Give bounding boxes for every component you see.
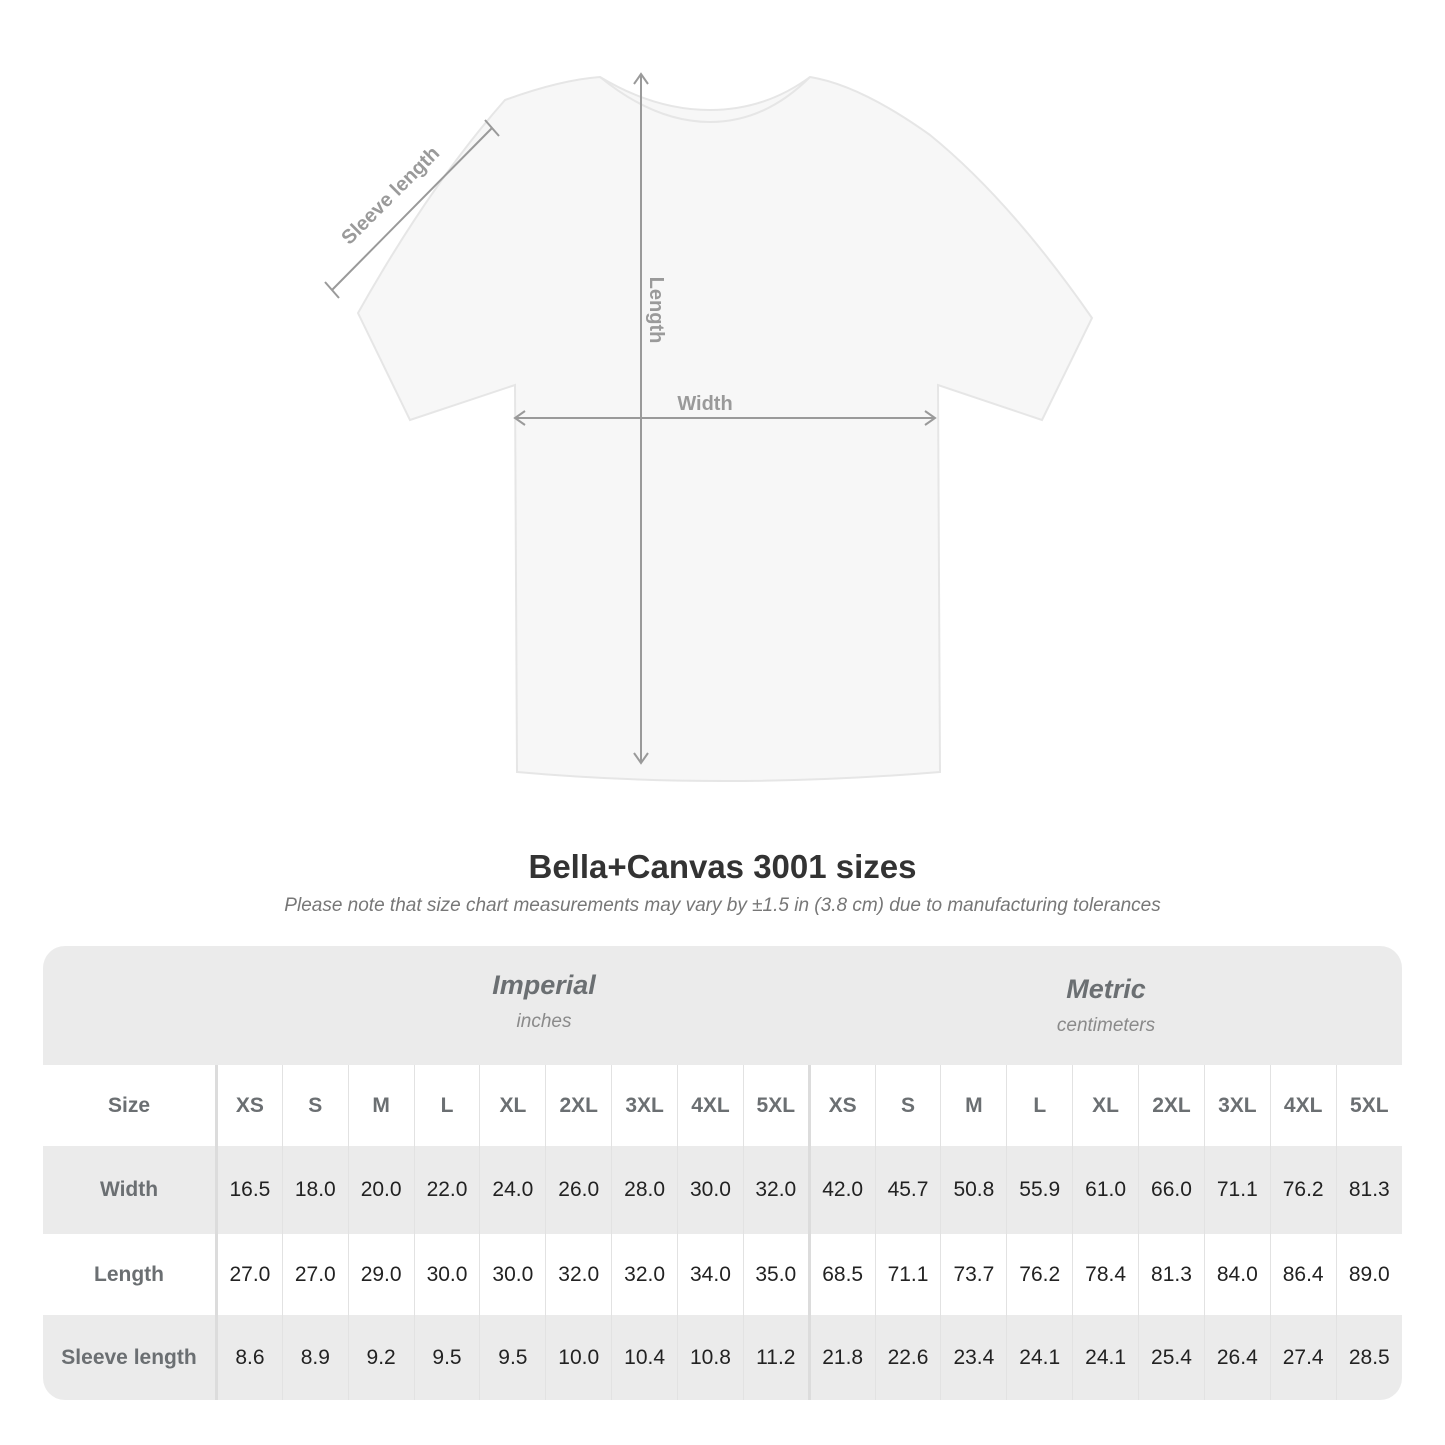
- imperial-size-header: 2XL: [545, 1065, 612, 1146]
- table-row: Width 16.5 18.0 20.0 22.0 24.0 26.0 28.0 30.0 32.…: [43, 1146, 1402, 1234]
- metric-value-cell: 23.4: [940, 1315, 1007, 1400]
- metric-value-cell: 81.3: [1138, 1234, 1205, 1315]
- imperial-value-cell: 30.0: [413, 1234, 480, 1315]
- imperial-value-cell: 29.0: [347, 1234, 415, 1315]
- size-table-panel: Imperial inches Metric centimeters Size X…: [43, 946, 1402, 1400]
- metric-value-cell: 76.2: [1269, 1146, 1337, 1234]
- metric-size-header: 3XL: [1203, 1065, 1271, 1146]
- metric-value-cell: 68.5: [807, 1234, 876, 1315]
- imperial-size-header: 3XL: [611, 1065, 678, 1146]
- size-header-row: Size XS S M L XL 2XL 3XL 4XL 5XL XS S M L XL 2XL 3XL 4XL 5…: [43, 1065, 1402, 1146]
- imperial-size-header: M: [347, 1065, 415, 1146]
- tshirt-diagram: Sleeve length Length Width: [324, 72, 1094, 782]
- tolerance-note: Please note that size chart measurements…: [284, 895, 1161, 916]
- metric-value-cell: 27.4: [1269, 1315, 1337, 1400]
- imperial-value-cell: 30.0: [479, 1234, 546, 1315]
- imperial-value-cell: 9.2: [347, 1315, 415, 1400]
- metric-value-cell: 42.0: [807, 1146, 876, 1234]
- imperial-size-header: 5XL: [742, 1065, 810, 1146]
- metric-value-cell: 25.4: [1138, 1315, 1205, 1400]
- imperial-value-cell: 27.0: [216, 1234, 283, 1315]
- imperial-size-header: S: [281, 1065, 349, 1146]
- imperial-size-header: XS: [216, 1065, 283, 1146]
- row-label: Length: [43, 1234, 218, 1315]
- imperial-value-cell: 26.0: [545, 1146, 612, 1234]
- metric-value-cell: 21.8: [807, 1315, 876, 1400]
- metric-size-header: L: [1006, 1065, 1073, 1146]
- imperial-value-cell: 9.5: [413, 1315, 480, 1400]
- metric-value-cell: 55.9: [1006, 1146, 1073, 1234]
- metric-value-cell: 89.0: [1335, 1234, 1402, 1315]
- table-row: Sleeve length 8.6 8.9 9.2 9.5 9.5 10.0 10.4 10.8…: [43, 1315, 1402, 1400]
- metric-size-header: M: [940, 1065, 1007, 1146]
- metric-value-cell: 26.4: [1203, 1315, 1271, 1400]
- chart-title: Bella+Canvas 3001 sizes: [528, 848, 917, 885]
- imperial-value-cell: 22.0: [413, 1146, 480, 1234]
- imperial-value-cell: 16.5: [216, 1146, 283, 1234]
- metric-value-cell: 86.4: [1269, 1234, 1337, 1315]
- imperial-value-cell: 18.0: [281, 1146, 349, 1234]
- imperial-value-cell: 8.9: [281, 1315, 349, 1400]
- metric-value-cell: 78.4: [1072, 1234, 1139, 1315]
- sleeve-measure-line: [331, 127, 493, 291]
- imperial-value-cell: 32.0: [742, 1146, 810, 1234]
- imperial-size-header: 4XL: [677, 1065, 744, 1146]
- metric-value-cell: 84.0: [1203, 1234, 1271, 1315]
- metric-value-cell: 81.3: [1335, 1146, 1402, 1234]
- table-row: Length 27.0 27.0 29.0 30.0 30.0 32.0 32.0 34.0 35…: [43, 1234, 1402, 1315]
- metric-value-cell: 24.1: [1072, 1315, 1139, 1400]
- width-label: Width: [677, 393, 732, 415]
- metric-value-cell: 28.5: [1335, 1315, 1402, 1400]
- size-table: Size XS S M L XL 2XL 3XL 4XL 5XL XS S M L XL 2XL 3XL 4XL 5…: [43, 1065, 1402, 1400]
- metric-value-cell: 61.0: [1072, 1146, 1139, 1234]
- metric-value-cell: 73.7: [940, 1234, 1007, 1315]
- imperial-value-cell: 32.0: [611, 1234, 678, 1315]
- metric-size-header: XL: [1072, 1065, 1139, 1146]
- row-label: Width: [43, 1146, 218, 1234]
- imperial-value-cell: 11.2: [742, 1315, 810, 1400]
- imperial-value-cell: 27.0: [281, 1234, 349, 1315]
- metric-value-cell: 45.7: [874, 1146, 941, 1234]
- length-label: Length: [645, 277, 667, 344]
- imperial-heading: Imperial: [492, 970, 596, 1000]
- size-label: Size: [43, 1065, 218, 1146]
- metric-header: Metric centimeters: [810, 974, 1402, 1037]
- metric-value-cell: 50.8: [940, 1146, 1007, 1234]
- metric-size-header: 5XL: [1335, 1065, 1402, 1146]
- metric-value-cell: 76.2: [1006, 1234, 1073, 1315]
- imperial-value-cell: 10.4: [611, 1315, 678, 1400]
- metric-value-cell: 24.1: [1006, 1315, 1073, 1400]
- imperial-value-cell: 35.0: [742, 1234, 810, 1315]
- row-label: Sleeve length: [43, 1315, 218, 1400]
- imperial-value-cell: 32.0: [545, 1234, 612, 1315]
- metric-unit: centimeters: [1056, 1015, 1156, 1036]
- imperial-value-cell: 30.0: [677, 1146, 744, 1234]
- imperial-size-header: L: [413, 1065, 480, 1146]
- metric-value-cell: 71.1: [874, 1234, 941, 1315]
- imperial-value-cell: 9.5: [479, 1315, 546, 1400]
- metric-size-header: 2XL: [1138, 1065, 1205, 1146]
- imperial-unit: inches: [516, 1011, 572, 1032]
- imperial-value-cell: 10.8: [677, 1315, 744, 1400]
- imperial-value-cell: 24.0: [479, 1146, 546, 1234]
- imperial-value-cell: 28.0: [611, 1146, 678, 1234]
- imperial-value-cell: 20.0: [347, 1146, 415, 1234]
- imperial-header: Imperial inches: [217, 970, 871, 1033]
- metric-size-header: XS: [807, 1065, 876, 1146]
- imperial-value-cell: 8.6: [216, 1315, 283, 1400]
- imperial-value-cell: 10.0: [545, 1315, 612, 1400]
- metric-size-header: 4XL: [1269, 1065, 1337, 1146]
- imperial-value-cell: 34.0: [677, 1234, 744, 1315]
- tshirt-image: [356, 75, 1094, 782]
- metric-value-cell: 71.1: [1203, 1146, 1271, 1234]
- metric-value-cell: 66.0: [1138, 1146, 1205, 1234]
- imperial-size-header: XL: [479, 1065, 546, 1146]
- metric-size-header: S: [874, 1065, 941, 1146]
- metric-value-cell: 22.6: [874, 1315, 941, 1400]
- metric-heading: Metric: [1066, 974, 1146, 1004]
